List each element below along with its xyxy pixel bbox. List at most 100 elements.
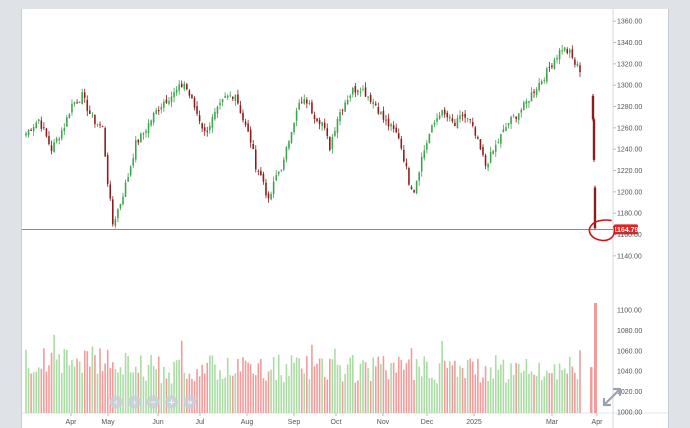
price-tick-label: 1320.00 xyxy=(617,61,642,68)
candle-body xyxy=(214,112,216,120)
candle-body xyxy=(132,158,135,166)
volume-bar xyxy=(48,365,50,413)
volume-bar xyxy=(566,373,569,413)
volume-bar xyxy=(239,371,242,413)
volume-bar xyxy=(209,355,211,413)
volume-bar xyxy=(533,374,535,413)
candle-body xyxy=(329,136,331,151)
candle-body xyxy=(219,102,221,106)
zoom-out-button[interactable]: − xyxy=(146,395,160,409)
zoom-out-icon: − xyxy=(149,398,157,408)
volume-bar xyxy=(86,351,89,413)
price-tick-label: 1200.00 xyxy=(617,189,642,196)
candle-body xyxy=(48,136,50,144)
nav-button-bg[interactable] xyxy=(128,395,141,409)
volume-bar xyxy=(372,357,374,413)
candle-body xyxy=(43,127,45,129)
volume-bar xyxy=(237,358,239,413)
time-tick-label: Mar xyxy=(546,419,559,426)
candle-body xyxy=(336,119,339,134)
candle-body xyxy=(489,151,492,163)
chevron-right-end-icon: » xyxy=(187,398,193,408)
candle-body xyxy=(530,92,533,102)
volume-bar xyxy=(257,363,260,413)
nav-button-bg[interactable] xyxy=(183,395,197,409)
volume-bar xyxy=(535,376,538,413)
axis-labels: 1360.00 1340.00 1320.00 1300.00 1280.00 1260.… xyxy=(66,19,643,426)
price-volume-chart[interactable]: 1164.79 1360.00 1340.00 1320.00 1300.00 1280… xyxy=(22,9,668,428)
volume-bar xyxy=(362,360,364,413)
volume-bar xyxy=(277,354,280,413)
price-tick-label: 1260.00 xyxy=(617,125,642,132)
candle-body xyxy=(249,129,252,143)
volume-tick-label: 1040.00 xyxy=(617,369,642,376)
volume-bar xyxy=(382,356,385,413)
volume-bar xyxy=(265,380,267,413)
candle-body xyxy=(298,102,300,110)
candle-body xyxy=(293,122,295,133)
candle-body xyxy=(53,142,55,152)
volume-bar xyxy=(81,372,83,413)
price-tick-label: 1140.00 xyxy=(617,253,642,260)
volume-bar xyxy=(298,358,300,413)
candle-body xyxy=(380,112,382,115)
volume-bar xyxy=(477,358,479,413)
candle-body xyxy=(160,107,163,110)
candle-body xyxy=(188,90,191,96)
candle-body xyxy=(183,83,186,89)
zoom-in-icon: + xyxy=(168,398,176,408)
candle-body xyxy=(60,130,63,139)
volume-bar xyxy=(380,364,382,413)
nav-button-bg[interactable] xyxy=(109,395,123,409)
candle-body xyxy=(265,182,267,196)
candle-body xyxy=(119,203,122,209)
candle-body xyxy=(415,180,418,194)
volume-bar xyxy=(558,363,561,413)
candle-body xyxy=(469,119,472,121)
volume-bar xyxy=(505,382,507,413)
chevron-right-button[interactable]: › xyxy=(128,395,141,409)
candle-body xyxy=(89,110,91,114)
candle-body xyxy=(224,95,226,98)
price-tick-label: 1240.00 xyxy=(617,147,642,154)
candle-body xyxy=(173,92,175,98)
candle-body xyxy=(484,155,487,166)
nav-button-bg[interactable] xyxy=(146,395,160,409)
volume-bar xyxy=(390,363,392,413)
time-tick-label: Apr xyxy=(592,419,604,426)
candle-body xyxy=(308,103,311,104)
volume-bar xyxy=(168,372,170,413)
volume-bar xyxy=(244,360,247,413)
volume-bar xyxy=(510,363,512,413)
expand-arrows-icon[interactable] xyxy=(602,387,622,407)
volume-bar xyxy=(252,373,255,413)
candle-body xyxy=(494,145,497,152)
price-tick-label: 1360.00 xyxy=(617,19,642,26)
candle-body xyxy=(408,168,410,185)
candle-body xyxy=(262,173,265,182)
chevron-right-icon: › xyxy=(133,398,137,408)
candle-body xyxy=(83,92,86,98)
candle-body xyxy=(487,164,489,168)
volume-bar xyxy=(443,360,446,413)
candle-body xyxy=(232,97,234,99)
candle-body xyxy=(423,150,426,159)
candle-body xyxy=(405,162,408,167)
volume-tick-label: 1080.00 xyxy=(617,328,642,335)
volume-bar xyxy=(466,360,469,413)
nav-button-bg[interactable] xyxy=(165,395,178,409)
candle-body xyxy=(592,119,596,160)
zoom-in-button[interactable]: + xyxy=(165,395,178,409)
volume-bar xyxy=(68,365,71,413)
volume-bar xyxy=(538,362,540,413)
time-tick-label: Sep xyxy=(288,419,301,426)
volume-bar xyxy=(32,372,35,413)
candle-body xyxy=(525,100,528,105)
chevron-left-button[interactable]: ‹ xyxy=(109,395,123,409)
candle-body xyxy=(451,118,454,122)
volume-bar xyxy=(415,359,418,413)
candle-body xyxy=(175,89,178,93)
candle-body xyxy=(446,112,449,118)
volume-bar xyxy=(392,362,395,413)
chevron-right-end-button[interactable]: » xyxy=(183,395,197,409)
